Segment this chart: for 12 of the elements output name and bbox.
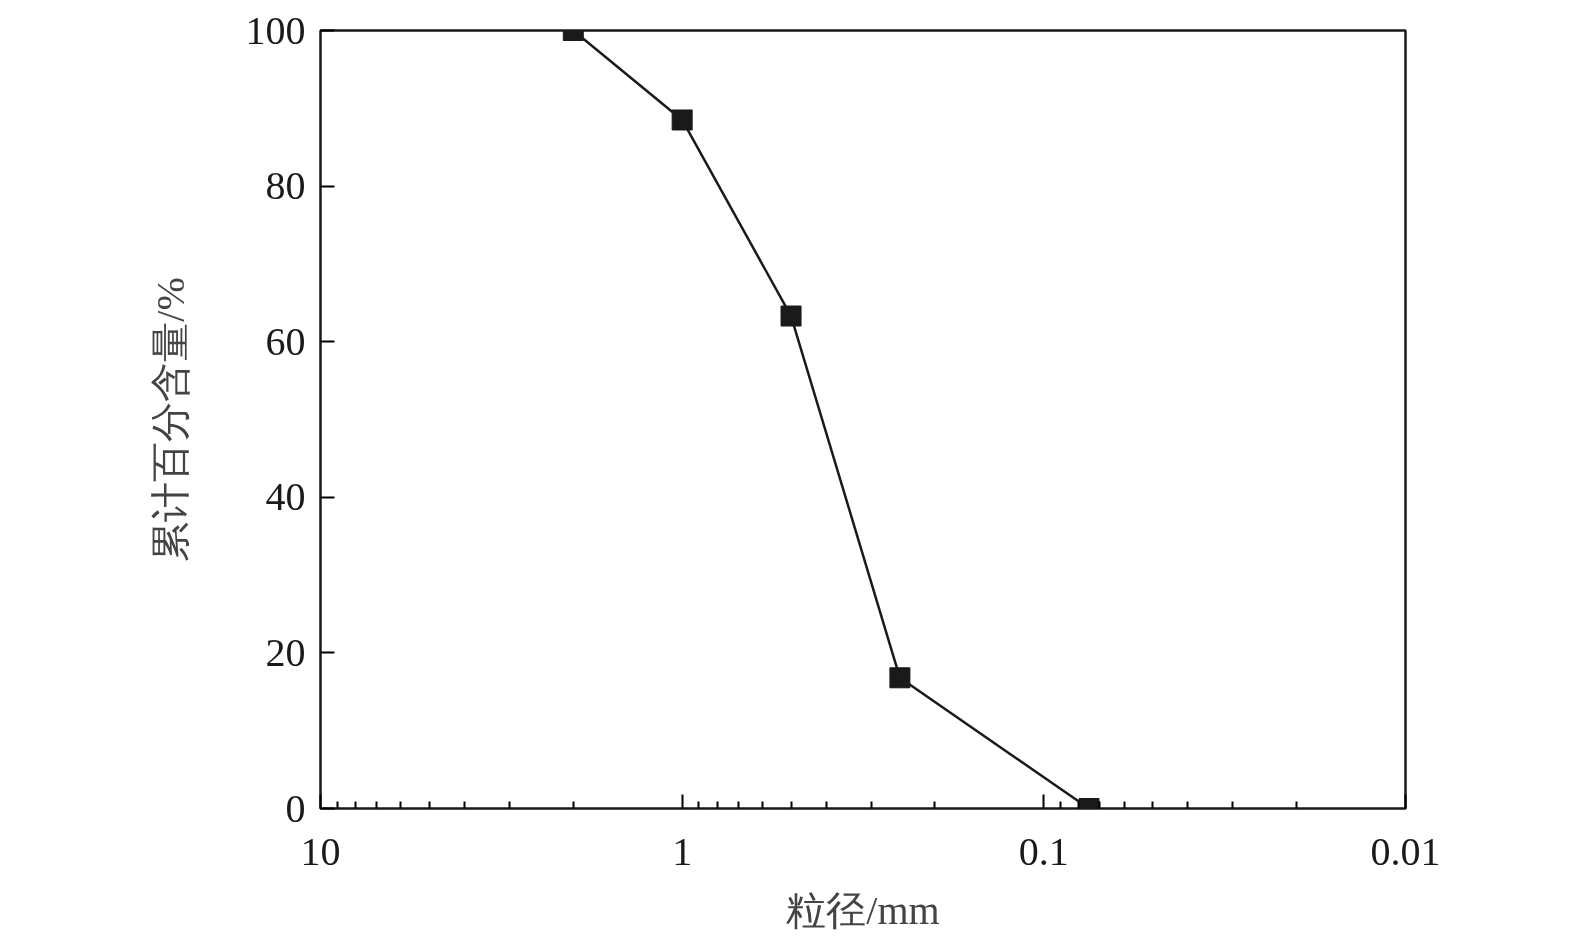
x-axis-title: 粒径/mm (786, 887, 940, 933)
y-tick-label: 20 (265, 629, 306, 675)
y-axis-title: 累计百分含量/% (147, 277, 193, 562)
y-tick-label: 40 (265, 474, 306, 520)
x-tick-label: 0.1 (1018, 828, 1069, 874)
y-tick-label: 60 (265, 318, 306, 364)
y-tick-label: 80 (265, 163, 306, 209)
x-tick-label: 10 (300, 828, 341, 874)
x-tick-label: 0.01 (1370, 828, 1441, 874)
y-tick-label: 100 (245, 7, 306, 53)
x-tick-label: 1 (672, 828, 693, 874)
y-tick-label: 0 (285, 785, 306, 831)
